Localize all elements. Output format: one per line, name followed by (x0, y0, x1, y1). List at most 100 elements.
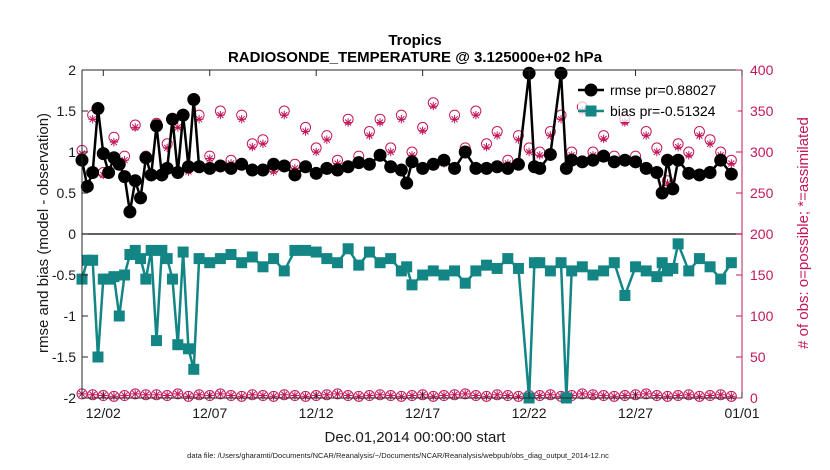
rmse-point (171, 166, 185, 179)
x-axis-label: Dec.01,2014 00:00:00 start (325, 429, 507, 446)
axes: -2 -1.5 -1 -0.5 0 0.5 1 1.5 2 0 50 100 150 200 250 300 3… (52, 62, 774, 421)
obs-possible-marker (725, 390, 737, 402)
bias-point (182, 343, 194, 355)
obs-assimilated-marker (269, 167, 278, 176)
bias-point (119, 269, 131, 281)
rmse-point (373, 148, 387, 162)
y-tick-label-right: 350 (750, 103, 774, 119)
obs-assimilated-marker (620, 118, 630, 127)
obs-assimilated-marker (333, 159, 342, 168)
obs-assimilated-marker (354, 392, 363, 401)
rmse-point (320, 161, 334, 175)
obs-possible-marker (630, 389, 642, 401)
obs-assimilated-marker (290, 391, 300, 400)
obs-possible-marker (225, 390, 237, 402)
chart-title: Tropics (388, 32, 441, 49)
obs-assimilated-marker (599, 391, 608, 400)
obs-possible-marker (651, 390, 663, 402)
obs-assimilated-marker (620, 391, 630, 400)
bias-point (630, 261, 642, 273)
obs-possible-marker (204, 390, 216, 402)
obs-assimilated-marker (663, 392, 672, 401)
bias-point (300, 244, 312, 256)
y-tick-label: 1 (68, 144, 76, 160)
rmse-point (426, 157, 440, 171)
bias-point (257, 261, 269, 273)
obs-assimilated-marker (684, 151, 693, 160)
rmse-point (165, 112, 179, 126)
obs-possible-marker (182, 390, 194, 402)
obs-assimilated-marker (695, 392, 704, 401)
obs-assimilated-marker (450, 390, 459, 399)
x-tick-label: 12/22 (512, 405, 547, 421)
bias-point (166, 273, 178, 285)
rmse-point (458, 145, 472, 159)
legend-bias-marker (585, 105, 597, 117)
obs-assimilated-marker (705, 139, 715, 148)
obs-assimilated-marker (333, 389, 342, 399)
obs-assimilated-marker (131, 123, 140, 132)
y-tick-label: 0 (68, 226, 76, 242)
rmse-point (86, 166, 100, 179)
rmse-point (650, 166, 664, 179)
bias-point (193, 253, 205, 265)
rmse-point (362, 157, 376, 171)
rmse-point (112, 157, 126, 171)
rmse-point (543, 147, 557, 161)
rmse-point (134, 191, 148, 205)
obs-possible-marker (395, 390, 407, 402)
rmse-point (618, 153, 632, 167)
bias-point (87, 254, 99, 266)
rmse-point (277, 159, 291, 173)
rmse-point (724, 167, 738, 181)
obs-assimilated-marker (450, 115, 459, 124)
rmse-point (150, 119, 164, 133)
bias-point (135, 253, 147, 265)
bias-point (172, 339, 184, 351)
obs-assimilated-marker (216, 389, 225, 399)
obs-assimilated-marker (492, 131, 502, 140)
bias-point (715, 273, 727, 285)
obs-possible-marker (438, 390, 450, 402)
obs-assimilated-marker (120, 391, 129, 400)
obs-assimilated-marker (641, 131, 651, 140)
y-tick-label-right: 50 (750, 349, 766, 365)
rmse-point (160, 161, 174, 175)
obs-assimilated-marker (248, 390, 257, 399)
obs-assimilated-marker (524, 147, 534, 157)
obs-possible-marker (406, 390, 418, 402)
obs-assimilated-marker (514, 135, 523, 144)
chart-subtitle: RADIOSONDE_TEMPERATURE @ 3.125000e+02 hP… (228, 49, 603, 66)
obs-assimilated-marker (184, 392, 193, 401)
obs-possible-marker (672, 390, 684, 402)
bias-point (693, 253, 705, 265)
obs-assimilated-marker (280, 110, 289, 120)
obs-possible-marker (151, 389, 163, 401)
bias-point (512, 262, 524, 274)
rmse-point (235, 157, 249, 171)
bias-point (289, 244, 301, 256)
rmse-point (469, 161, 483, 175)
x-tick-label: 12/27 (618, 405, 653, 421)
bias-point (438, 269, 450, 281)
obs-possible-marker (704, 390, 716, 402)
obs-possible-marker (683, 389, 695, 401)
obs-assimilated-marker (88, 390, 97, 399)
bias-point (129, 244, 141, 256)
rmse-point (176, 108, 190, 122)
rmse-point (554, 66, 568, 80)
bias-point (321, 253, 333, 265)
bias-point (449, 265, 461, 277)
y-tick-label: -0.5 (52, 267, 76, 283)
bias-point (278, 265, 290, 277)
obs-assimilated-marker (482, 142, 491, 152)
obs-assimilated-marker (375, 390, 385, 399)
bias-point (566, 265, 578, 277)
rmse-point (123, 205, 137, 219)
bias-point (598, 265, 610, 277)
series-lines (75, 66, 738, 404)
bias-point (353, 259, 365, 271)
obs-assimilated-marker (343, 118, 353, 127)
obs-assimilated-marker (546, 131, 555, 140)
bias-point (156, 244, 168, 256)
